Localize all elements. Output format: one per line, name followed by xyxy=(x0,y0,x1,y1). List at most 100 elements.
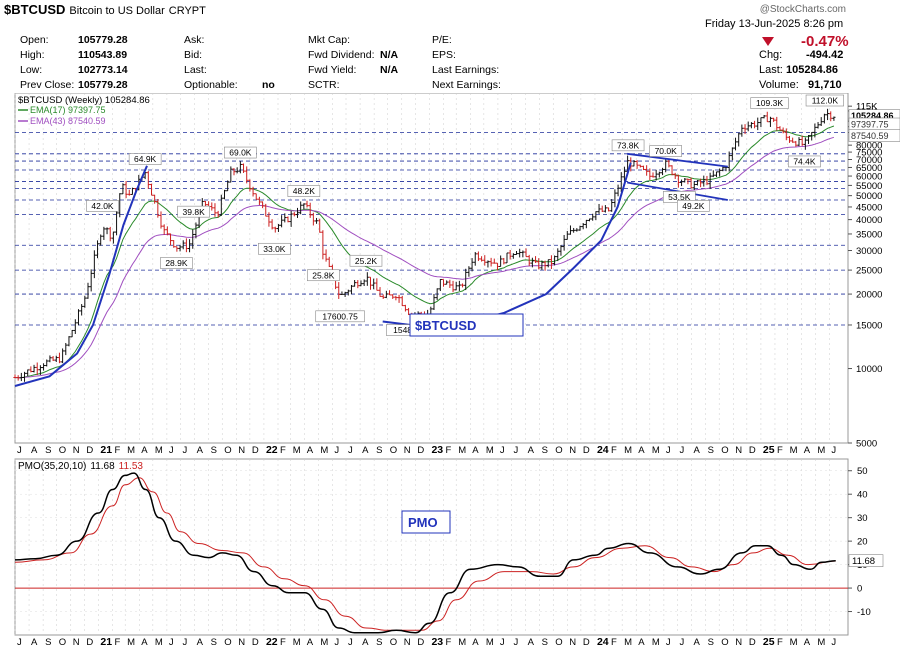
price-x-tick-label: M xyxy=(320,445,328,453)
price-x-tick-label: 21 xyxy=(100,444,112,453)
price-x-tick-label: F xyxy=(114,445,120,453)
parabolic-trend-2021 xyxy=(14,165,148,387)
pmo-x-tick-label: F xyxy=(114,637,120,648)
price-x-tick-label: N xyxy=(404,445,411,453)
price-y-tick-label: 10000 xyxy=(856,364,882,375)
pmo-x-tick-label: A xyxy=(141,637,148,648)
peak-label: 17600.75 xyxy=(322,311,358,321)
peak-label: 74.4K xyxy=(793,157,816,167)
pmo-last-label: 11.68 xyxy=(852,556,875,567)
price-x-tick-label: J xyxy=(514,445,519,453)
pmo-last-label-box xyxy=(848,554,884,567)
pe-label: P/E: xyxy=(432,34,452,46)
peak-label-box xyxy=(128,153,162,165)
quote-header: $BTCUSD Bitcoin to US Dollar CRYPT @StockC… xyxy=(0,0,900,94)
price-x-tick-label: M xyxy=(486,445,494,453)
pmo-x-tick-label: 23 xyxy=(431,636,443,648)
pmo-x-tick-label: M xyxy=(652,637,660,648)
pmo-x-tick-label: A xyxy=(197,637,204,648)
price-x-tick-label: J xyxy=(17,445,22,453)
last-label: Last: xyxy=(759,64,783,76)
price-x-tick-label: S xyxy=(211,445,217,453)
pmo-annotation: PMO xyxy=(408,515,438,530)
price-x-tick-label: S xyxy=(708,445,714,453)
mktcap-label: Mkt Cap: xyxy=(308,34,351,46)
peak-label: 112.0K xyxy=(812,96,839,106)
price-y-tick-label: 55000 xyxy=(856,181,882,192)
peak-label-box xyxy=(307,269,340,282)
pmo-x-tick-label: 25 xyxy=(763,636,775,648)
pmo-x-tick-label: A xyxy=(638,637,645,648)
chart-title: $BTCUSD Bitcoin to US Dollar CRYPT xyxy=(4,2,206,17)
price-x-tick-label: M xyxy=(155,445,163,453)
pmo-x-tick-label: O xyxy=(59,637,66,648)
price-x-tick-label: A xyxy=(638,445,645,453)
pmo-x-tick-label: F xyxy=(777,637,783,648)
price-x-tick-label: S xyxy=(45,445,51,453)
high-value: 110543.89 xyxy=(78,49,128,61)
pmo-legend-name: PMO(35,20,10) xyxy=(18,461,86,472)
pmo-x-tick-label: J xyxy=(514,637,519,648)
price-y-tick-label: 35000 xyxy=(856,229,882,240)
price-x-tick-label: D xyxy=(252,445,259,453)
pmo-x-tick-label: N xyxy=(735,637,742,648)
price-x-tick-label: M xyxy=(127,445,135,453)
pmo-y-tick-label: 50 xyxy=(857,466,868,477)
pmo-x-tick-label: O xyxy=(721,637,728,648)
price-y-tick-label: 30000 xyxy=(856,246,882,257)
price-x-tick-label: D xyxy=(583,445,590,453)
pmo-signal-line xyxy=(14,477,836,631)
pmo-x-tick-label: J xyxy=(183,637,188,648)
pmo-x-tick-label: M xyxy=(320,637,328,648)
ema17-line xyxy=(15,125,835,379)
price-x-tick-label: J xyxy=(348,445,353,453)
pmo-x-tick-label: D xyxy=(583,637,590,648)
price-x-tick-label: 22 xyxy=(266,444,278,453)
peak-label: 48.2K xyxy=(293,186,316,196)
volume-label: Volume: xyxy=(759,79,799,91)
pmo-x-tick-label: M xyxy=(790,637,798,648)
price-x-tick-label: J xyxy=(831,445,836,453)
fwd-dividend-label: Fwd Dividend: xyxy=(308,49,375,61)
pmo-x-tick-label: S xyxy=(45,637,51,648)
low-value: 102773.14 xyxy=(78,64,128,76)
peak-label-box xyxy=(649,145,682,157)
peak-label: 69.0K xyxy=(229,148,252,158)
price-x-tick-label: S xyxy=(542,445,548,453)
next-earnings-label: Next Earnings: xyxy=(432,79,501,91)
pmo-x-tick-label: N xyxy=(238,637,245,648)
price-x-tick-label: A xyxy=(307,445,314,453)
peak-label-box xyxy=(177,205,210,218)
ema17-legend: EMA(17) 97397.75 xyxy=(30,105,106,115)
pmo-x-tick-label: M xyxy=(155,637,163,648)
pmo-plot-frame xyxy=(14,458,849,636)
price-x-tick-label: N xyxy=(73,445,80,453)
peak-label-box xyxy=(315,310,365,323)
pmo-legend-value: 11.68 xyxy=(90,461,115,472)
peak-label: 64.9K xyxy=(134,154,157,164)
price-x-tick-label: A xyxy=(197,445,204,453)
peak-label-box xyxy=(224,146,257,159)
price-x-tick-label: M xyxy=(817,445,825,453)
pmo-x-tick-label: A xyxy=(694,637,701,648)
pmo-x-tick-label: M xyxy=(293,637,301,648)
price-x-tick-label: M xyxy=(624,445,632,453)
price-chart: 42.0K 64.9K 28.9K 39.8K 69.0K 33.0K 48.2K 25.8K… xyxy=(13,93,900,453)
high-label: High: xyxy=(20,49,45,61)
pmo-x-tick-label: J xyxy=(679,637,684,648)
change-percent: -0.47% xyxy=(801,33,849,50)
peak-label-box xyxy=(805,94,844,107)
price-x-tick-label: M xyxy=(652,445,660,453)
pmo-x-tick-label: M xyxy=(127,637,135,648)
pmo-legend: PMO(35,20,10) 11.68 11.53 xyxy=(18,461,143,472)
pmo-line xyxy=(14,472,836,634)
pmo-x-tick-label: 24 xyxy=(597,636,609,648)
peak-label: 109.3K xyxy=(756,98,783,108)
price-y-tick-label: 15000 xyxy=(856,320,882,331)
ask-label: Ask: xyxy=(184,34,205,46)
pmo-y-tick-label: 20 xyxy=(857,537,868,548)
exchange-text: CRYPT xyxy=(168,5,206,17)
fwd-yield-value: N/A xyxy=(380,64,399,76)
price-y-tick-label: 80000 xyxy=(856,141,882,152)
pmo-x-tick-label: O xyxy=(224,637,231,648)
